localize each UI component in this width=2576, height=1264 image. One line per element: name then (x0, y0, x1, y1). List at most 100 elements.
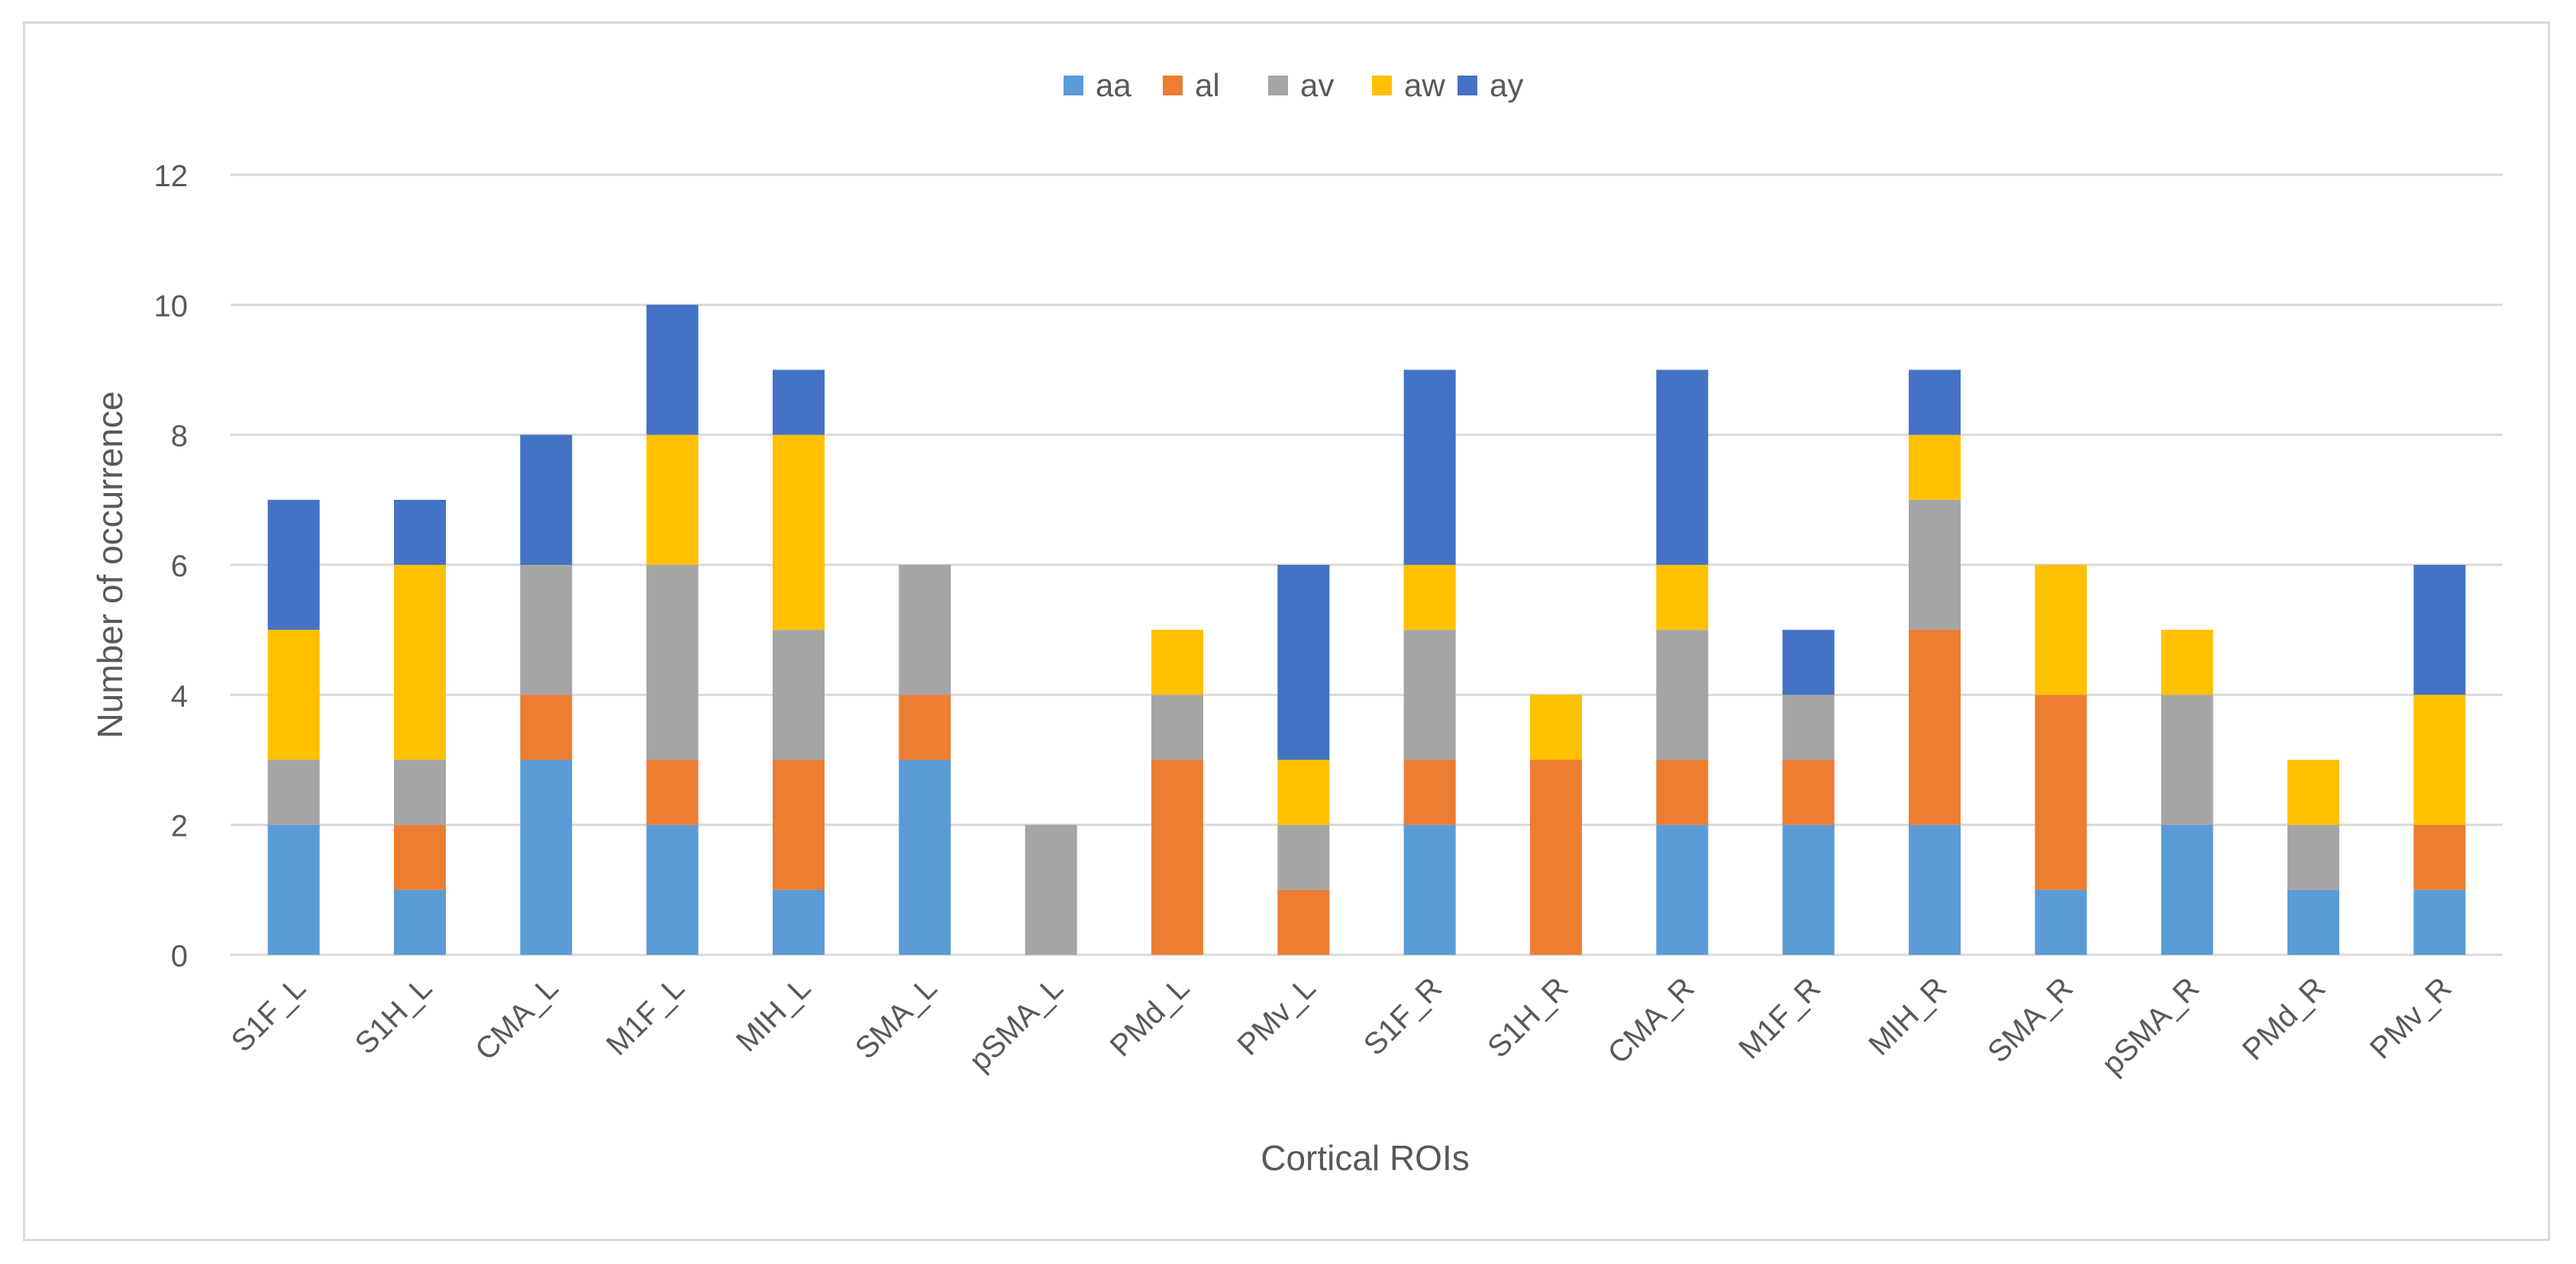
bars (267, 305, 2466, 955)
bar-s1f-l-aa (267, 824, 320, 955)
x-tick-label-pmv-r: PMv_R (2364, 971, 2458, 1066)
bar-s1f-r-al (1403, 759, 1456, 825)
bar-mih-l-al (773, 759, 825, 890)
bar-cma-r-ay (1656, 369, 1709, 565)
bar-m1f-r-al (1782, 759, 1835, 825)
legend: aa al av aw ay (1064, 67, 1523, 103)
bar-pmv-l-al (1277, 889, 1330, 955)
bar-mih-l-aw (773, 434, 825, 630)
y-tick-label-4: 4 (171, 679, 188, 713)
bar-m1f-r-av (1782, 695, 1835, 760)
x-tick-label-sma-r: SMA_R (1981, 971, 2080, 1069)
x-tick-label-sma-l: SMA_L (849, 971, 944, 1066)
x-tick-label-s1h-l: S1H_L (349, 971, 439, 1061)
legend-label-aw: aw (1404, 67, 1445, 103)
bar-pmv-r-aw (2413, 695, 2466, 825)
x-tick-label-cma-r: CMA_R (1602, 971, 1701, 1070)
x-tick-label-pmd-l: PMd_L (1104, 971, 1196, 1063)
bar-psma-r-av (2161, 695, 2213, 825)
bar-pmd-l-al (1151, 759, 1203, 955)
x-axis-ticks: S1F_L S1H_L CMA_L M1F_L MIH_L SMA_L pSMA_L PMd_… (225, 971, 2458, 1081)
x-tick-label-cma-l: CMA_L (469, 971, 564, 1066)
x-tick-label-pmv-l: PMv_L (1232, 971, 1322, 1062)
bar-psma-r-aw (2161, 630, 2213, 695)
bar-mih-l-ay (773, 369, 825, 435)
legend-swatch-al (1163, 76, 1183, 95)
x-tick-label-mih-r: MIH_R (1862, 971, 1953, 1062)
bar-mih-l-aa (773, 889, 825, 955)
bar-cma-r-aw (1656, 565, 1709, 630)
legend-swatch-av (1268, 76, 1288, 95)
bar-m1f-l-av (646, 565, 699, 760)
bar-m1f-r-ay (1782, 630, 1835, 695)
x-tick-label-m1f-l: M1F_L (600, 971, 691, 1062)
bar-pmd-r-aa (2287, 889, 2339, 955)
y-tick-label-10: 10 (154, 289, 189, 323)
bar-s1f-r-av (1403, 630, 1456, 760)
bar-s1f-r-ay (1403, 369, 1456, 565)
y-tick-label-0: 0 (171, 940, 188, 973)
bar-cma-r-aa (1656, 824, 1709, 955)
y-axis-ticks: 0 2 4 6 8 10 12 (154, 160, 189, 973)
bar-pmv-r-al (2413, 824, 2466, 890)
bar-cma-r-av (1656, 630, 1709, 760)
bar-sma-l-aa (899, 759, 951, 955)
bar-m1f-l-ay (646, 305, 699, 435)
bar-s1f-l-av (267, 759, 320, 825)
x-tick-label-s1f-r: S1F_R (1357, 971, 1448, 1062)
bar-m1f-r-aa (1782, 824, 1835, 955)
bar-pmv-r-ay (2413, 565, 2466, 695)
legend-label-av: av (1300, 67, 1334, 103)
legend-swatch-aa (1064, 76, 1083, 95)
gridlines (231, 173, 2503, 956)
bar-mih-r-al (1909, 630, 1961, 825)
bar-cma-r-al (1656, 759, 1709, 825)
bar-sma-r-aw (2035, 565, 2087, 695)
x-tick-label-m1f-r: M1F_R (1732, 971, 1827, 1066)
legend-label-ay: ay (1490, 67, 1523, 103)
bar-pmd-r-aw (2287, 759, 2339, 825)
bar-psma-r-aa (2161, 824, 2213, 955)
x-tick-label-psma-l: pSMA_L (963, 971, 1070, 1078)
bar-s1h-l-ay (394, 499, 446, 565)
bar-mih-r-ay (1909, 369, 1961, 435)
bar-pmd-l-aw (1151, 630, 1203, 695)
bar-s1f-r-aw (1403, 565, 1456, 630)
bar-psma-l-av (1025, 824, 1077, 955)
y-tick-label-8: 8 (171, 420, 188, 453)
y-tick-label-2: 2 (171, 810, 188, 843)
x-tick-label-s1h-r: S1H_R (1481, 971, 1574, 1064)
bar-cma-l-aa (520, 759, 573, 955)
bar-pmv-l-aw (1277, 759, 1330, 825)
x-axis-title: Cortical ROIs (1261, 1138, 1469, 1178)
bar-s1h-l-aa (394, 889, 446, 955)
bar-cma-l-al (520, 695, 573, 760)
x-tick-label-mih-l: MIH_L (730, 971, 817, 1058)
bar-s1h-l-aw (394, 565, 446, 760)
bar-s1h-l-al (394, 824, 446, 890)
y-tick-label-6: 6 (171, 550, 188, 583)
legend-label-al: al (1195, 67, 1220, 103)
y-axis-title: Number of occurrence (90, 391, 130, 738)
bar-s1f-l-ay (267, 499, 320, 630)
x-tick-label-pmd-r: PMd_R (2236, 971, 2332, 1066)
bar-s1f-l-aw (267, 630, 320, 760)
bar-sma-l-av (899, 565, 951, 695)
x-tick-label-psma-r: pSMA_R (2096, 971, 2206, 1081)
bar-m1f-l-al (646, 759, 699, 825)
bar-m1f-l-aw (646, 434, 699, 565)
y-tick-label-12: 12 (154, 160, 189, 193)
bar-s1f-r-aa (1403, 824, 1456, 955)
bar-pmd-l-av (1151, 695, 1203, 760)
x-tick-label-s1f-l: S1F_L (225, 971, 312, 1058)
bar-mih-r-aw (1909, 434, 1961, 500)
bar-m1f-l-aa (646, 824, 699, 955)
bar-sma-r-al (2035, 695, 2087, 890)
bar-s1h-r-al (1530, 759, 1582, 955)
bar-mih-l-av (773, 630, 825, 760)
bar-pmv-l-ay (1277, 565, 1330, 760)
legend-label-aa: aa (1096, 67, 1131, 103)
bar-s1h-r-aw (1530, 695, 1582, 760)
bar-s1h-l-av (394, 759, 446, 825)
